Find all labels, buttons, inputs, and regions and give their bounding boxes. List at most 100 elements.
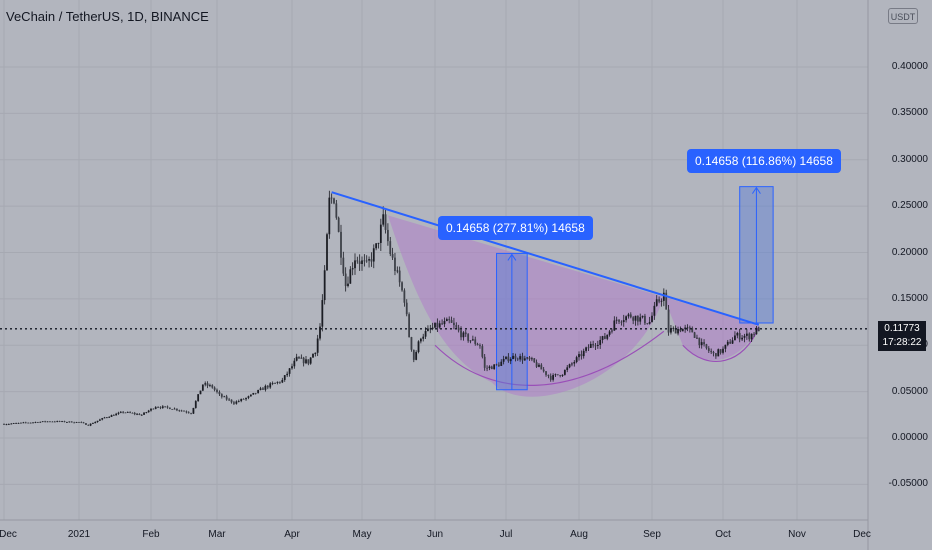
candle-body[interactable] <box>370 259 373 262</box>
candle-body[interactable] <box>554 374 557 376</box>
candle-body[interactable] <box>166 406 169 408</box>
candle-body[interactable] <box>129 412 131 413</box>
candle-body[interactable] <box>159 407 162 409</box>
candle-body[interactable] <box>316 338 319 353</box>
candle-body[interactable] <box>436 322 439 328</box>
candle-body[interactable] <box>342 257 345 274</box>
candle-body[interactable] <box>213 387 216 390</box>
candle-body[interactable] <box>540 364 543 370</box>
candle-body[interactable] <box>615 319 618 321</box>
candle-body[interactable] <box>448 319 451 321</box>
candle-body[interactable] <box>636 315 639 322</box>
candle-body[interactable] <box>498 364 500 366</box>
candle-body[interactable] <box>136 413 138 415</box>
candle-body[interactable] <box>99 419 101 421</box>
candle-body[interactable] <box>552 375 554 380</box>
candle-body[interactable] <box>700 342 703 346</box>
candle-body[interactable] <box>741 337 743 340</box>
candle-body[interactable] <box>427 328 429 331</box>
candle-body[interactable] <box>328 197 331 235</box>
candle-body[interactable] <box>613 320 616 331</box>
candle-body[interactable] <box>719 349 722 353</box>
candle-body[interactable] <box>662 292 665 301</box>
candle-body[interactable] <box>70 421 73 423</box>
candle-body[interactable] <box>629 314 632 318</box>
candle-body[interactable] <box>748 333 751 340</box>
candle-body[interactable] <box>321 300 324 327</box>
candle-body[interactable] <box>372 248 375 262</box>
candle-body[interactable] <box>254 392 257 394</box>
candle-body[interactable] <box>131 412 134 414</box>
candle-body[interactable] <box>455 325 458 328</box>
candle-body[interactable] <box>36 422 39 423</box>
candle-body[interactable] <box>240 398 243 402</box>
candle-body[interactable] <box>729 341 732 344</box>
candle-body[interactable] <box>632 317 635 321</box>
candle-body[interactable] <box>17 422 20 424</box>
candle-body[interactable] <box>300 357 303 359</box>
candle-body[interactable] <box>521 356 524 361</box>
candle-body[interactable] <box>363 260 366 262</box>
candle-body[interactable] <box>257 390 260 394</box>
candle-body[interactable] <box>87 424 90 426</box>
candle-body[interactable] <box>639 317 642 322</box>
candle-body[interactable] <box>15 423 17 424</box>
candle-body[interactable] <box>514 355 517 359</box>
candle-body[interactable] <box>646 323 649 325</box>
candle-body[interactable] <box>150 408 152 411</box>
candle-body[interactable] <box>618 319 620 322</box>
candle-body[interactable] <box>291 366 293 369</box>
candle-body[interactable] <box>171 409 174 410</box>
candle-body[interactable] <box>138 413 141 415</box>
candle-body[interactable] <box>94 421 97 424</box>
candle-body[interactable] <box>211 385 214 388</box>
candle-body[interactable] <box>10 423 13 425</box>
candle-body[interactable] <box>377 242 380 244</box>
candle-body[interactable] <box>653 305 656 316</box>
candle-body[interactable] <box>269 383 272 388</box>
candle-body[interactable] <box>500 361 503 366</box>
candle-body[interactable] <box>245 397 247 400</box>
candle-body[interactable] <box>578 354 580 358</box>
candle-body[interactable] <box>157 407 159 408</box>
candle-body[interactable] <box>696 337 698 339</box>
candle-body[interactable] <box>533 358 536 363</box>
candle-body[interactable] <box>396 270 399 272</box>
candle-body[interactable] <box>679 328 682 332</box>
candle-body[interactable] <box>622 320 625 322</box>
candle-body[interactable] <box>180 410 183 412</box>
candle-body[interactable] <box>53 421 56 423</box>
candle-body[interactable] <box>743 335 746 338</box>
candle-body[interactable] <box>230 399 233 403</box>
resistance-trendline[interactable] <box>331 191 760 326</box>
candle-body[interactable] <box>415 352 418 360</box>
candle-body[interactable] <box>589 343 592 348</box>
candle-body[interactable] <box>483 356 486 368</box>
candle-body[interactable] <box>3 424 5 425</box>
candle-body[interactable] <box>431 327 434 329</box>
candle-body[interactable] <box>670 328 672 333</box>
candle-body[interactable] <box>528 357 531 360</box>
candle-body[interactable] <box>627 314 630 317</box>
candle-body[interactable] <box>526 357 529 359</box>
candle-body[interactable] <box>734 335 736 341</box>
candle-body[interactable] <box>703 342 705 345</box>
candle-body[interactable] <box>82 422 85 424</box>
candle-body[interactable] <box>264 385 267 390</box>
candle-body[interactable] <box>410 337 413 350</box>
candle-body[interactable] <box>274 382 276 384</box>
candle-body[interactable] <box>115 413 118 416</box>
candle-body[interactable] <box>302 357 305 364</box>
candle-body[interactable] <box>233 402 235 404</box>
candle-body[interactable] <box>223 396 226 398</box>
candle-body[interactable] <box>108 416 111 418</box>
candle-body[interactable] <box>651 315 653 322</box>
candle-body[interactable] <box>96 420 99 422</box>
candle-body[interactable] <box>126 412 129 413</box>
candle-body[interactable] <box>228 399 230 401</box>
candle-body[interactable] <box>755 327 758 335</box>
candle-body[interactable] <box>717 349 720 357</box>
candle-body[interactable] <box>333 198 335 204</box>
candle-body[interactable] <box>715 353 717 357</box>
